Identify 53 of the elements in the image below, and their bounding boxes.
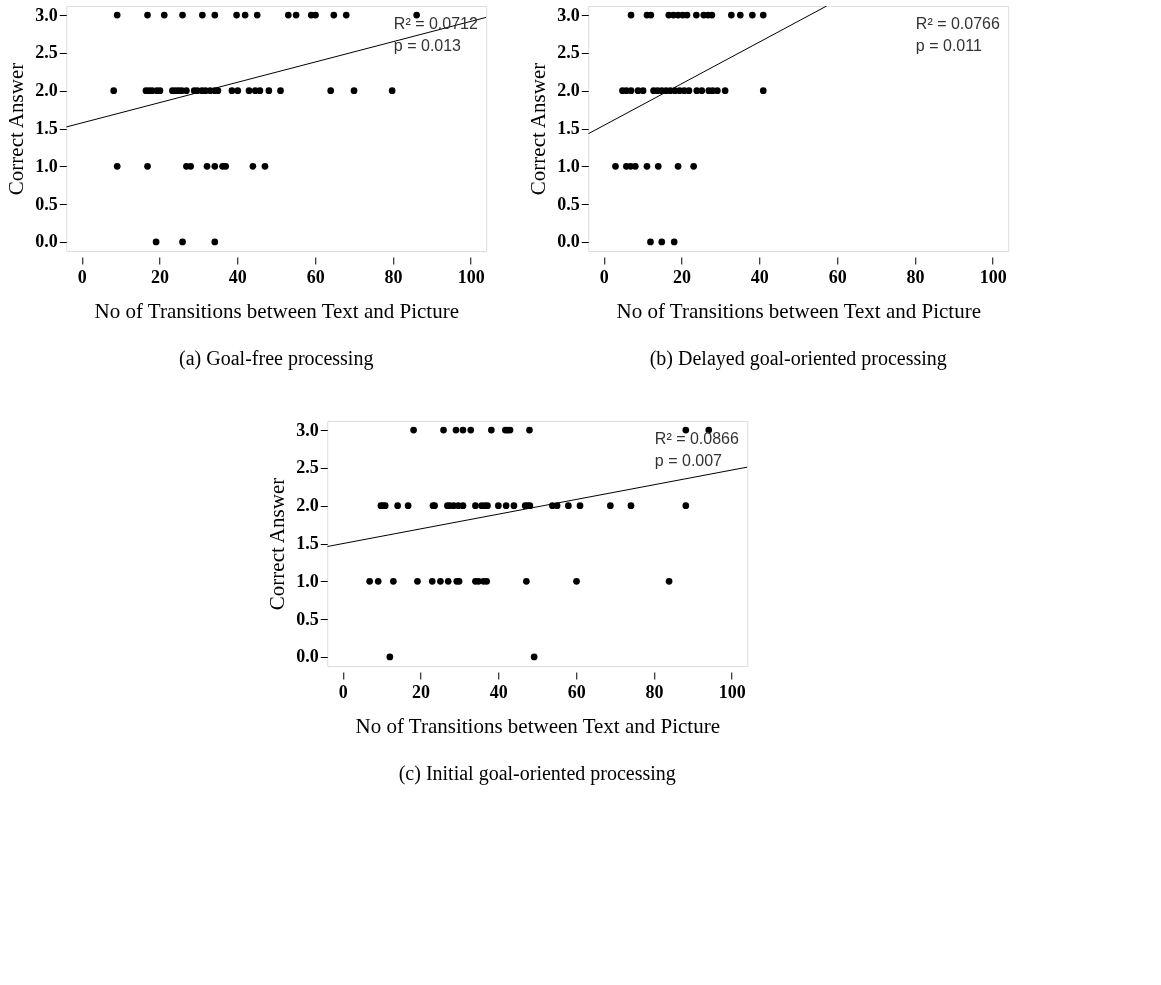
annotation: p = 0.011 bbox=[915, 37, 982, 54]
y-tick-label: 3.0 bbox=[557, 4, 580, 25]
y-tick-label: 1.0 bbox=[35, 155, 58, 176]
annotation: p = 0.013 bbox=[393, 37, 462, 54]
x-axis-title: No of Transitions between Text and Picture bbox=[616, 298, 981, 323]
y-tick-label: 1.5 bbox=[35, 118, 58, 138]
x-tick-label: 60 bbox=[828, 266, 847, 287]
y-tick-label: 2.0 bbox=[35, 80, 58, 101]
y-tick-label: 3.0 bbox=[296, 419, 319, 440]
x-tick-label: 100 bbox=[979, 266, 1007, 287]
x-tick-label: 20 bbox=[673, 266, 692, 287]
y-axis-title: Correct Answer bbox=[265, 477, 290, 611]
x-tick-label: 60 bbox=[306, 266, 325, 287]
y-tick-label: 0.0 bbox=[296, 646, 319, 667]
x-tick-label: 20 bbox=[412, 681, 431, 702]
x-tick-label: 0 bbox=[599, 266, 609, 287]
text: (c) Initial goal-oriented processing bbox=[398, 762, 676, 785]
y-tick-label: 0.0 bbox=[557, 231, 580, 252]
x-tick-label: 80 bbox=[384, 266, 403, 287]
y-tick-label: 1.0 bbox=[557, 155, 580, 176]
x-tick-label: 60 bbox=[567, 681, 586, 702]
x-axis-title: No of Transitions between Text and Picture bbox=[94, 298, 459, 323]
y-tick-label: 2.0 bbox=[557, 80, 580, 101]
x-tick-label: 40 bbox=[489, 681, 508, 702]
y-axis-title: Correct Answer bbox=[4, 62, 29, 196]
annotation: R² = 0.0766 bbox=[915, 15, 1001, 32]
y-tick-label: 1.5 bbox=[296, 533, 319, 553]
y-tick-label: 0.5 bbox=[557, 193, 580, 214]
text: (b) Delayed goal-oriented processing bbox=[649, 347, 947, 370]
y-tick-label: 0.5 bbox=[35, 193, 58, 214]
x-tick-label: 100 bbox=[718, 681, 746, 702]
x-tick-label: 0 bbox=[338, 681, 348, 702]
x-tick-label: 0 bbox=[77, 266, 87, 287]
y-tick-label: 0.5 bbox=[296, 608, 319, 629]
text: (a) Goal-free processing bbox=[179, 347, 374, 370]
y-tick-label: 2.5 bbox=[557, 42, 580, 63]
y-tick-label: 2.0 bbox=[296, 495, 319, 516]
y-tick-label: 3.0 bbox=[35, 4, 58, 25]
x-tick-label: 40 bbox=[750, 266, 769, 287]
y-tick-label: 1.5 bbox=[557, 118, 580, 138]
x-tick-label: 100 bbox=[457, 266, 485, 287]
y-tick-label: 1.0 bbox=[296, 570, 319, 591]
y-tick-label: 0.0 bbox=[35, 231, 58, 252]
annotation: p = 0.007 bbox=[654, 452, 723, 469]
annotation: R² = 0.0866 bbox=[654, 430, 740, 447]
y-axis-title: Correct Answer bbox=[526, 62, 551, 196]
y-tick-label: 2.5 bbox=[35, 42, 58, 63]
x-tick-label: 80 bbox=[906, 266, 925, 287]
x-tick-label: 20 bbox=[151, 266, 170, 287]
y-tick-label: 2.5 bbox=[296, 457, 319, 478]
x-axis-title: No of Transitions between Text and Picture bbox=[355, 713, 720, 738]
x-tick-label: 80 bbox=[645, 681, 664, 702]
x-tick-label: 40 bbox=[228, 266, 247, 287]
